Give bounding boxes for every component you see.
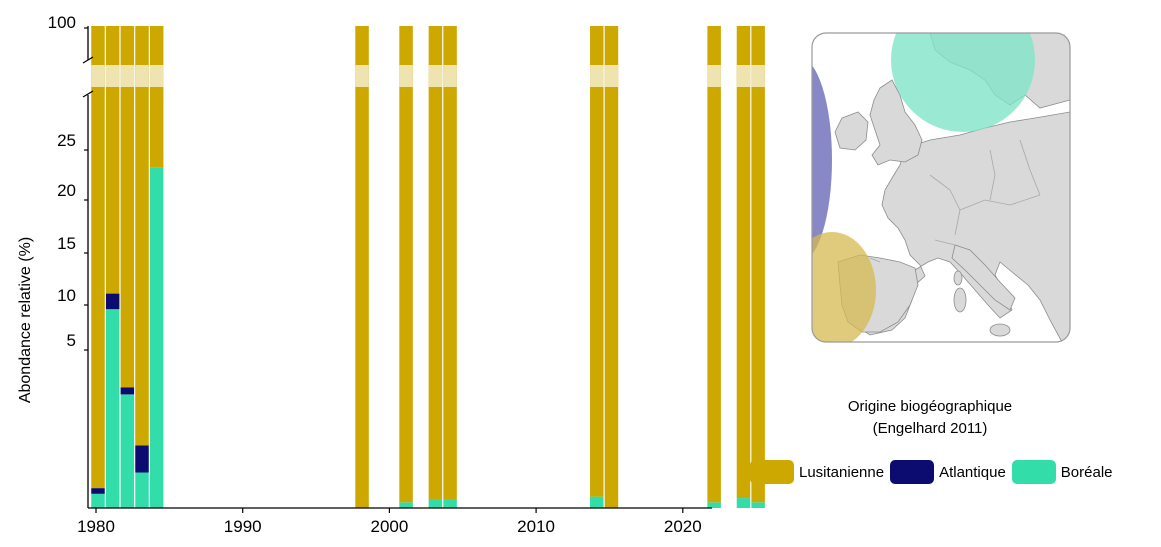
- bar-segment-lusitanienne-1982: [120, 90, 135, 388]
- bar-segment-lusitanienne-2001: [399, 90, 413, 503]
- y-tick-label-100: 100: [48, 13, 76, 32]
- bar-break-band-1981: [105, 65, 120, 87]
- y-axis-break-mark-top: [82, 56, 94, 64]
- y-tick-label-20: 20: [57, 181, 76, 200]
- bar-segment-atlantique-1980: [91, 488, 105, 494]
- bar-break-band-2024: [736, 65, 751, 87]
- bar-break-band-1983: [135, 65, 149, 87]
- bar-segment-lusitanienne-2014: [590, 90, 604, 497]
- bar-break-band-1982: [120, 65, 135, 87]
- legend: Lusitanienne Atlantique Boréale: [750, 458, 1119, 486]
- map-island-corsica: [953, 270, 963, 286]
- map-zone-lusitanienne: [812, 232, 876, 342]
- map-frame: [811, 32, 1071, 343]
- bar-segment-lusitanienne-2025: [751, 90, 765, 503]
- bar-segment-boreale-1982: [120, 394, 135, 508]
- legend-item-boreale: Boréale: [1011, 460, 1113, 484]
- bar-segment-boreale-2003: [428, 499, 443, 508]
- bar-segment-boreale-1984: [149, 167, 164, 508]
- bar-segment-atlantique-1982: [120, 387, 135, 395]
- y-tick-label-15: 15: [57, 234, 76, 253]
- map-zone-boreale: [891, 33, 1035, 132]
- bar-segment-boreale-2025: [751, 502, 765, 508]
- bar-segment-boreale-1983: [135, 472, 149, 508]
- bars-layer: [91, 26, 765, 508]
- bar-segment-atlantique-1981: [105, 293, 120, 310]
- bar-segment-lusitanienne-1981: [105, 90, 120, 294]
- map-great-britain: [869, 79, 923, 166]
- bar-segment-boreale-2004: [443, 499, 457, 508]
- bar-segment-lusitanienne-1998: [355, 90, 369, 508]
- y-axis-break-mark-bottom: [82, 90, 94, 98]
- legend-swatch-lusitanienne: [750, 460, 794, 484]
- legend-label-lusitanienne: Lusitanienne: [799, 463, 885, 481]
- legend-label-boreale: Boréale: [1060, 463, 1113, 481]
- y-tick-label-25: 25: [57, 131, 76, 150]
- bar-segment-boreale-1980: [91, 493, 105, 508]
- europe-map: [811, 32, 1071, 343]
- bar-break-band-2022: [707, 65, 721, 87]
- map-island-sicily: [989, 323, 1011, 337]
- bar-segment-boreale-1981: [105, 309, 120, 508]
- bar-segment-atlantique-1983: [135, 445, 149, 473]
- bar-segment-lusitanienne-2024: [736, 90, 751, 499]
- legend-swatch-atlantique: [890, 460, 935, 484]
- axes-layer: 1980 1990 2000 2010 2020 5 10 15 20 25 100 Abondanc…: [17, 13, 712, 536]
- bar-break-band-1998: [355, 65, 369, 87]
- bar-segment-lusitanienne-1983: [135, 90, 149, 446]
- y-tick-label-10: 10: [57, 286, 76, 305]
- map-borders: [869, 139, 1041, 263]
- bar-break-band-2014: [590, 65, 604, 87]
- x-tick-label-2000: 2000: [370, 517, 408, 536]
- x-tick-label-2020: 2020: [664, 517, 702, 536]
- legend-swatch-boreale: [1011, 460, 1056, 484]
- y-tick-label-5: 5: [67, 331, 76, 350]
- y-axis-label: Abondance relative (%): [17, 237, 34, 403]
- bar-segment-lusitanienne-1984: [149, 90, 164, 168]
- bar-segment-lusitanienne-1980: [91, 90, 105, 489]
- bar-segment-lusitanienne-2022: [707, 90, 721, 503]
- bar-break-band-2015: [604, 65, 619, 87]
- bar-segment-boreale-2014: [590, 496, 604, 508]
- map-zone-atlantique: [812, 58, 832, 262]
- x-tick-label-1980: 1980: [77, 517, 115, 536]
- map-island-sardinia: [953, 287, 967, 313]
- map-ireland: [834, 111, 869, 151]
- bar-segment-lusitanienne-2003: [428, 90, 443, 500]
- legend-subtitle: (Engelhard 2011): [872, 420, 988, 437]
- bar-segment-boreale-2024: [736, 498, 751, 508]
- bar-segment-lusitanienne-2015: [604, 90, 619, 508]
- map-italy: [951, 244, 1016, 311]
- bar-break-band-1980: [91, 65, 105, 87]
- legend-title: Origine biogéographique: [847, 398, 1013, 415]
- x-tick-label-2010: 2010: [517, 517, 555, 536]
- bar-break-band-2025: [751, 65, 765, 87]
- bar-break-band-1984: [149, 65, 164, 87]
- bar-segment-boreale-2001: [399, 502, 413, 508]
- bar-segment-boreale-2022: [707, 502, 721, 508]
- bar-break-band-2003: [428, 65, 443, 87]
- legend-item-lusitanienne: Lusitanienne: [750, 460, 884, 484]
- bar-segment-lusitanienne-2004: [443, 90, 457, 500]
- bar-break-band-2001: [399, 65, 413, 87]
- x-tick-label-1990: 1990: [224, 517, 262, 536]
- legend-item-atlantique: Atlantique: [890, 460, 1006, 484]
- legend-label-atlantique: Atlantique: [939, 463, 1006, 481]
- bar-break-band-2004: [443, 65, 457, 87]
